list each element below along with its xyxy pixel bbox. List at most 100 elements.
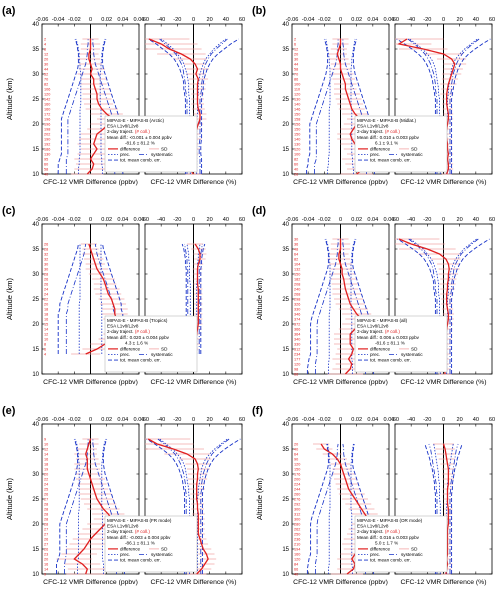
- collocation-count: 27: [44, 528, 48, 532]
- minus-prec-line: [78, 244, 81, 354]
- legend-difference: difference: [120, 146, 141, 151]
- axes-abs: -0.06 -0.04 -0.02 0 0.02 0.04 0.06 10 15 20 25 30 35…: [282, 417, 394, 586]
- legend-mean-diff-abs: Mean diff.: 0.016 ± 0.003 ppbv: [357, 535, 420, 540]
- x-tick-label: -20: [173, 17, 181, 23]
- collocation-count: 28: [44, 518, 48, 522]
- x-tick-label: -0.02: [318, 17, 331, 23]
- x-tick-label: -60: [141, 417, 149, 423]
- x-tick-label: 40: [223, 217, 229, 223]
- x-tick-label: 0.06: [134, 217, 145, 223]
- y-tick-label: 40: [32, 422, 39, 428]
- minus-systematic-line: [314, 443, 339, 574]
- y-axis-label: Altitude (km): [5, 477, 14, 520]
- plus-systematic-line: [449, 443, 459, 574]
- panel-a: (a) Altitude (km) -0.06 -0.04 -0.02 0 0.02 0.04…: [2, 5, 245, 186]
- plus-tot-mean-comb-err-line: [352, 238, 375, 374]
- y-tick-label: 10: [32, 372, 39, 378]
- collocation-count: 140: [294, 138, 300, 142]
- collocation-count: 28: [44, 273, 48, 277]
- collocation-count: 98: [294, 368, 298, 372]
- x-tick-label: 40: [473, 417, 479, 423]
- legend-version: ESA L1v8/L2v8: [107, 524, 139, 529]
- panel-d: (d) Altitude (km) -0.06 -0.04 -0.02 0 0.02 0.04…: [252, 205, 495, 386]
- y-tick-label: 30: [32, 72, 39, 78]
- collocation-count: 190: [44, 138, 50, 142]
- collocation-count: 298: [294, 298, 300, 302]
- collocation-count: 26: [44, 548, 48, 552]
- collocation-count: 66: [294, 373, 298, 377]
- legend-version: ESA L1v8/L2v8: [357, 324, 389, 329]
- collocation-count: 146: [294, 108, 300, 112]
- legend-trajectory: 2-day traject. (# coll.): [357, 129, 400, 134]
- x-tick-label: 0.04: [117, 417, 128, 423]
- legend-total: tot. mean comb. err.: [120, 558, 161, 563]
- legend-precision: prec.: [120, 352, 130, 357]
- legend-title: MIPAS-E - MIPAS-B (Midlat.): [357, 118, 417, 123]
- y-tick-label: 20: [32, 122, 39, 128]
- legend-mean-diff-abs: Mean diff.: <0.001 ± 0.004 ppbv: [107, 135, 172, 140]
- x-tick-label: -40: [157, 417, 165, 423]
- collocation-count: 52: [44, 73, 48, 77]
- collocation-count: 130: [294, 98, 300, 102]
- plus-tot-mean-comb-err-line: [451, 38, 491, 174]
- collocation-count: 16: [44, 563, 48, 567]
- x-tick-label: -60: [391, 417, 399, 423]
- panel-e: (e) Altitude (km) -0.06 -0.04 -0.02 0 0.02 0.04…: [2, 405, 245, 586]
- legend-mean-diff-rel: 6.1 ± 9.1 %: [375, 140, 398, 145]
- collocation-count: 20: [294, 53, 298, 57]
- minus-systematic-line: [65, 39, 89, 174]
- legend-mean-diff-abs: Mean diff.: 0.010 ± 0.003 ppbv: [357, 135, 420, 140]
- y-tick-label: 10: [32, 172, 39, 178]
- collocation-count: 172: [44, 113, 50, 117]
- x-tick-label: 0: [89, 217, 92, 223]
- x-tick-label: -0.06: [36, 417, 49, 423]
- legend-trajectory: 2-day traject. (# coll.): [107, 129, 150, 134]
- legend-collocations: (# coll.): [385, 329, 401, 334]
- collocation-count: 15: [44, 323, 48, 327]
- legend-title: MIPAS-E - MIPAS-B (Tropics): [107, 318, 168, 323]
- x-tick-label: 60: [239, 217, 245, 223]
- x-tick-label: 0.02: [351, 417, 362, 423]
- panel-b: (b) Altitude (km) -0.06 -0.04 -0.02 0 0.02 0.04…: [252, 5, 495, 186]
- x-tick-label: 0: [442, 417, 445, 423]
- y-tick-label: 40: [282, 422, 289, 428]
- collocation-count: 22: [44, 478, 48, 482]
- legend-precision: prec.: [120, 152, 130, 157]
- collocation-count: 194: [294, 548, 300, 552]
- x-tick-label: -60: [141, 17, 149, 23]
- collocation-count: 186: [44, 148, 50, 152]
- y-axis-label: Altitude (km): [255, 477, 264, 520]
- collocation-count: 236: [294, 538, 300, 542]
- legend-mean-diff-abs: Mean diff.: 0.006 ± 0.003 ppbv: [357, 335, 420, 340]
- collocation-count: 150: [294, 128, 300, 132]
- panel-label: (c): [2, 205, 16, 217]
- collocation-count: 312: [294, 348, 300, 352]
- legend-total: tot. mean comb. err.: [370, 358, 411, 363]
- collocation-count: 240: [294, 288, 300, 292]
- collocation-count: 28: [44, 513, 48, 517]
- panel-label: (e): [2, 405, 16, 417]
- x-tick-label: 0.04: [367, 417, 378, 423]
- x-tick-label: 0.06: [384, 17, 395, 23]
- x-tick-label: -0.02: [68, 217, 81, 223]
- collocation-count: 95: [44, 158, 48, 162]
- legend-sd: SD: [161, 346, 168, 351]
- y-tick-label: 40: [32, 22, 39, 28]
- panel-label: (b): [252, 5, 266, 17]
- x-tick-label: -0.04: [302, 417, 315, 423]
- y-tick-label: 25: [32, 497, 39, 503]
- collocation-count: 64: [294, 453, 298, 457]
- legend-difference: difference: [120, 346, 141, 351]
- panel-label: (f): [252, 405, 263, 417]
- legend-mean-diff-rel: -81.6 ± 81.2 %: [125, 140, 155, 145]
- collocation-count: 24: [44, 483, 48, 487]
- collocation-count: 106: [44, 88, 50, 92]
- x-tick-label: 0: [442, 17, 445, 23]
- plus-tot-mean-comb-err-line: [200, 38, 240, 174]
- collocation-count: 4: [44, 43, 46, 47]
- panel-c: (c) Altitude (km) -0.06 -0.04 -0.02 0 0.02 0.04…: [2, 205, 245, 386]
- collocation-count: 40: [294, 448, 298, 452]
- collocation-count: 28: [44, 523, 48, 527]
- x-tick-label: -40: [157, 217, 165, 223]
- collocation-count: 160: [294, 553, 300, 557]
